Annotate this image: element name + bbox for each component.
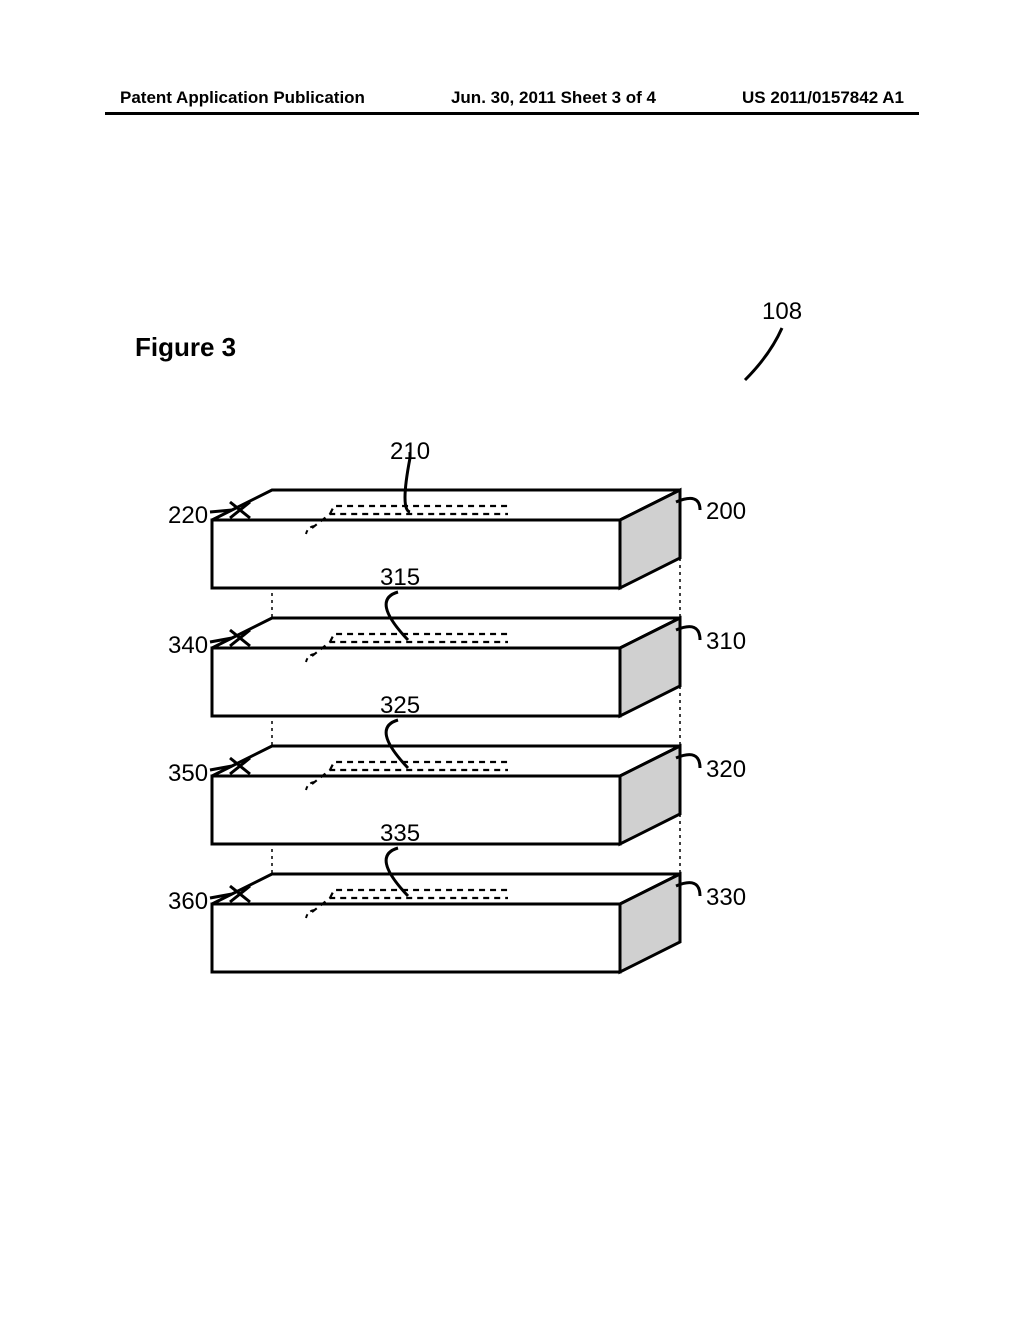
ref-left-360: 360 <box>168 888 208 916</box>
ref-top-210: 210 <box>390 438 430 466</box>
header-right: US 2011/0157842 A1 <box>742 88 904 108</box>
ref-hidden-325: 325 <box>380 692 420 720</box>
ref-left-220: 220 <box>168 502 208 530</box>
ref-hidden-315: 315 <box>380 564 420 592</box>
ref-right-320: 320 <box>706 756 746 784</box>
header-center: Jun. 30, 2011 Sheet 3 of 4 <box>451 88 656 108</box>
ref-hidden-335: 335 <box>380 820 420 848</box>
ref-right-200: 200 <box>706 498 746 526</box>
page-header: Patent Application Publication Jun. 30, … <box>120 88 904 108</box>
ref-right-330: 330 <box>706 884 746 912</box>
ref-left-340: 340 <box>168 632 208 660</box>
figure-diagram <box>0 280 1024 1000</box>
ref-right-310: 310 <box>706 628 746 656</box>
header-left: Patent Application Publication <box>120 88 365 108</box>
ref-left-350: 350 <box>168 760 208 788</box>
header-divider <box>105 112 919 115</box>
